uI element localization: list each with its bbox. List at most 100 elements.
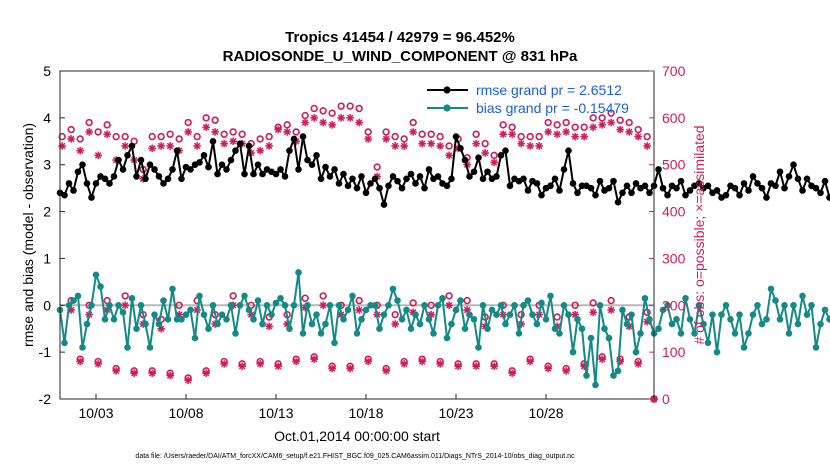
rmse-point — [457, 145, 464, 152]
obs-assimilated-stroke — [292, 358, 300, 365]
rmse-point — [178, 175, 185, 183]
obs-assimilated-stroke — [643, 142, 651, 150]
obs-assimilated-marker — [436, 142, 444, 150]
obs-assimilated-stroke — [85, 128, 93, 136]
obs-possible-marker — [229, 128, 237, 136]
rmse-point — [547, 182, 554, 190]
obs-possible-marker — [571, 123, 579, 131]
y-tick-left-label: 1 — [43, 250, 51, 266]
obs-possible-marker — [355, 296, 363, 305]
obs-assimilated-stroke — [364, 358, 372, 365]
obs-possible-marker — [301, 294, 309, 302]
obs-assimilated-marker — [472, 139, 480, 148]
obs-assimilated-stroke — [355, 306, 363, 314]
obs-possible-marker — [571, 301, 579, 309]
obs-possible-marker — [391, 132, 399, 141]
obs-assimilated-stroke — [571, 311, 579, 318]
bias-point — [704, 339, 712, 347]
obs-possible-marker — [625, 118, 633, 127]
rmse-point — [664, 191, 671, 199]
obs-possible-marker — [319, 292, 327, 300]
obs-assimilated-marker — [121, 142, 129, 150]
obs-assimilated-stroke — [508, 130, 516, 138]
obs-assimilated-marker — [274, 125, 282, 134]
bias-point — [515, 330, 523, 337]
obs-assimilated-stroke — [130, 369, 138, 377]
rmse-point — [493, 173, 500, 180]
obs-possible-marker — [598, 114, 606, 122]
bias-point — [533, 320, 541, 328]
obs-possible-marker — [175, 135, 183, 143]
rmse-point — [781, 184, 788, 192]
obs-possible-marker — [103, 121, 111, 129]
obs-assimilated-marker — [598, 355, 606, 363]
obs-assimilated-stroke — [310, 114, 318, 122]
bias-point — [83, 320, 91, 328]
bias-point — [290, 301, 298, 309]
obs-assimilated-stroke — [400, 360, 408, 368]
bias-point — [767, 285, 775, 293]
obs-possible-marker — [238, 130, 246, 138]
bias-point — [803, 311, 811, 318]
obs-assimilated-stroke — [301, 119, 309, 126]
obs-assimilated-marker — [328, 121, 336, 129]
footnote: data file: /Users/raeder/DAI/ATM_forcXX/… — [135, 453, 575, 460]
rmse-point — [745, 187, 752, 194]
obs-assimilated-stroke — [418, 358, 426, 365]
obs-possible-marker — [67, 125, 75, 134]
rmse-point — [362, 189, 370, 197]
rmse-point — [686, 187, 694, 194]
obs-assimilated-stroke — [571, 133, 579, 140]
obs-assimilated-stroke — [589, 123, 597, 131]
y-axis-label-left: rmse and bias (model - observation) — [20, 123, 36, 347]
bias-point — [547, 292, 554, 300]
bias-point — [790, 301, 797, 309]
obs-assimilated-marker — [220, 360, 228, 368]
obs-possible-marker — [328, 109, 336, 117]
obs-assimilated-stroke — [94, 152, 102, 159]
obs-assimilated-marker — [571, 132, 579, 141]
rmse-point — [349, 175, 356, 183]
obs-possible-marker — [382, 128, 390, 136]
obs-assimilated-stroke — [463, 306, 471, 314]
obs-possible-marker — [202, 114, 210, 122]
obs-assimilated-marker — [445, 301, 453, 310]
obs-possible-marker — [409, 299, 417, 307]
obs-assimilated-marker — [508, 130, 516, 139]
rmse-point — [317, 175, 325, 183]
bias-point — [718, 311, 725, 318]
x-tick-label: 10/08 — [168, 405, 203, 421]
bias-point — [362, 306, 370, 314]
obs-assimilated-marker — [355, 306, 363, 314]
obs-assimilated-stroke — [436, 142, 444, 150]
rmse-point — [461, 156, 469, 164]
obs-assimilated-stroke — [265, 142, 273, 150]
bias-point — [758, 320, 766, 328]
legend-entry-bias: bias grand pr = -0.15479 — [476, 100, 629, 116]
bias-point — [812, 344, 820, 351]
obs-assimilated-stroke — [535, 142, 543, 150]
rmse-point — [142, 175, 149, 183]
bias-point — [421, 301, 428, 309]
obs-assimilated-stroke — [274, 362, 282, 370]
obs-assimilated-stroke — [121, 302, 129, 309]
rmse-point — [452, 133, 460, 140]
obs-assimilated-marker — [544, 128, 552, 136]
rmse-point — [115, 156, 122, 164]
obs-assimilated-stroke — [580, 133, 588, 140]
rmse-point — [227, 156, 235, 164]
rmse-point — [353, 184, 361, 192]
obs-possible-marker — [472, 130, 480, 138]
obs-assimilated-stroke — [562, 367, 570, 375]
y-tick-left-label: 4 — [43, 110, 51, 126]
obs-assimilated-stroke — [544, 128, 552, 136]
bias-point — [88, 301, 95, 309]
bias-point — [646, 316, 653, 323]
bias-point — [398, 316, 406, 323]
obs-assimilated-marker — [409, 128, 417, 136]
rmse-point — [344, 182, 352, 190]
bias-point — [110, 316, 118, 323]
obs-assimilated-marker — [220, 139, 228, 148]
rmse-point — [826, 194, 830, 201]
rmse-point — [758, 184, 766, 192]
